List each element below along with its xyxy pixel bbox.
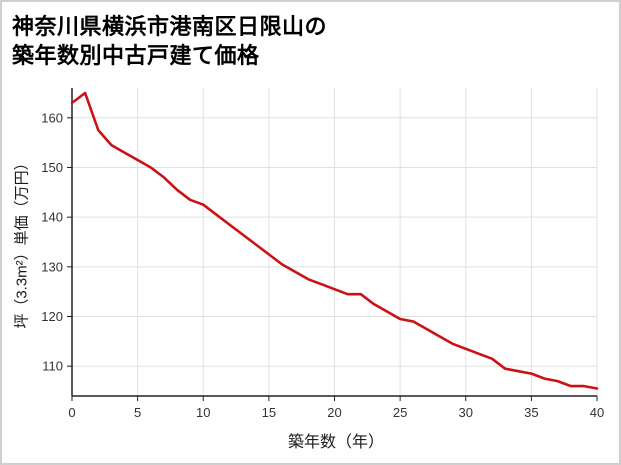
- x-tick-label: 15: [262, 405, 276, 420]
- chart-plot: 0 5 10 15 20 25 30 35 40 110 120 130 140 150 160: [41, 88, 604, 420]
- y-tick-label: 110: [42, 359, 63, 374]
- x-tick-label: 0: [68, 405, 75, 420]
- y-tick-label: 120: [41, 309, 63, 324]
- y-tick-label: 130: [41, 259, 63, 274]
- x-tick-label: 10: [196, 405, 210, 420]
- x-tick-label: 35: [524, 405, 538, 420]
- chart-title-line2: 築年数別中古戸建て価格: [12, 43, 260, 69]
- x-tick-label: 25: [393, 405, 407, 420]
- y-tick-label: 140: [41, 210, 63, 225]
- chart-title-line1: 神奈川県横浜市港南区日限山の: [12, 14, 328, 39]
- x-tick-label: 20: [327, 405, 341, 420]
- x-tick-label: 30: [459, 405, 473, 420]
- x-tick-label: 40: [590, 405, 604, 420]
- chart-area: 0 5 10 15 20 25 30 35 40 110 120 130 140 150 160 坪（3.3…: [2, 70, 619, 463]
- y-tick-label: 150: [41, 160, 63, 175]
- y-axis-label: 坪（3.3m²）単価（万円）: [13, 155, 31, 329]
- x-axis-label: 築年数（年）: [287, 434, 385, 452]
- x-tick-label: 5: [134, 405, 141, 420]
- chart-title: 神奈川県横浜市港南区日限山の 築年数別中古戸建て価格: [2, 2, 619, 70]
- y-tick-label: 160: [41, 110, 63, 125]
- price-line-series: [70, 91, 599, 390]
